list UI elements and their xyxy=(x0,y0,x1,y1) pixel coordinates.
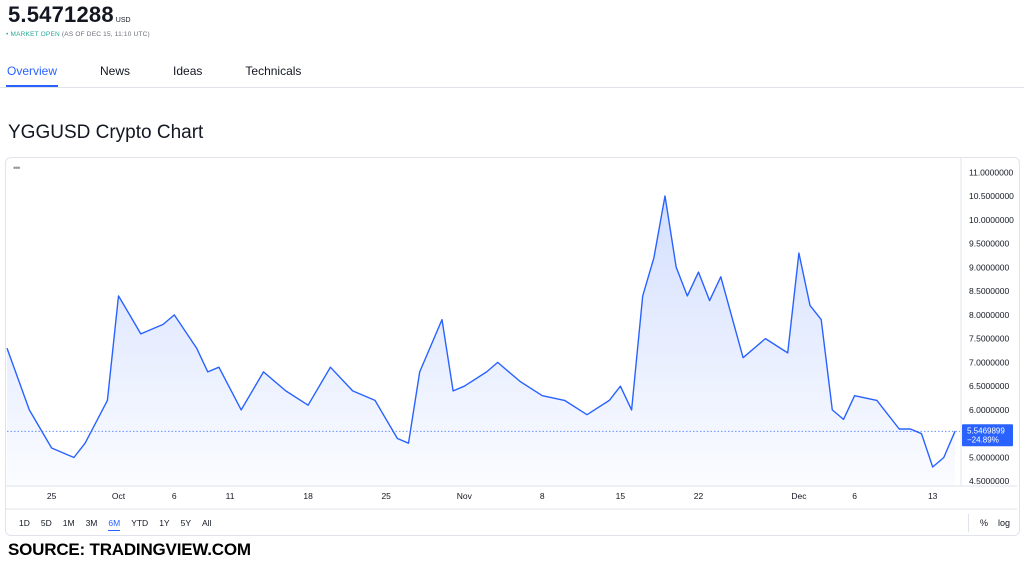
price-series-line xyxy=(6,195,956,468)
y-tick-label: 10.0000000 xyxy=(969,215,1014,225)
range-all-button[interactable]: All xyxy=(202,518,212,528)
price-value: 5.5471288 xyxy=(8,2,114,27)
x-tick-label: 22 xyxy=(694,491,704,501)
tab-news[interactable]: News xyxy=(100,64,131,78)
range-ytd-button[interactable]: YTD xyxy=(131,518,149,528)
range-selector: 1D 5D 1M 3M 6M YTD 1Y 5Y All xyxy=(19,518,222,531)
price-area-fill xyxy=(7,196,955,486)
source-caption: SOURCE: TRADINGVIEW.COM xyxy=(8,540,251,559)
tab-ideas[interactable]: Ideas xyxy=(173,64,203,78)
x-tick-label: 11 xyxy=(226,491,235,501)
y-tick-label: 7.0000000 xyxy=(969,357,1009,367)
y-tick-label: 9.5000000 xyxy=(969,239,1009,249)
y-tick-label: 6.0000000 xyxy=(969,405,1009,415)
change-percent-label: −24.89% xyxy=(967,435,999,444)
percent-scale-button[interactable]: % xyxy=(980,518,989,528)
x-tick-label: 25 xyxy=(381,491,391,501)
last-price-badge xyxy=(962,424,1013,447)
scale-options-divider xyxy=(968,514,969,532)
scale-options: % log xyxy=(980,518,1020,528)
market-status-line: • MARKET OPEN (AS OF DEC 15, 11:10 UTC) xyxy=(6,31,150,38)
y-tick-label: 7.5000000 xyxy=(969,334,1009,344)
price-header: 5.5471288 USD xyxy=(8,2,131,28)
x-tick-label: Dec xyxy=(791,491,807,501)
x-tick-label: 6 xyxy=(172,491,177,501)
chart-container xyxy=(5,157,1020,536)
y-tick-label: 6.5000000 xyxy=(969,381,1009,391)
x-tick-label: Nov xyxy=(457,491,473,501)
range-6m-button[interactable]: 6M xyxy=(108,518,121,531)
tab-technicals[interactable]: Technicals xyxy=(245,64,302,78)
x-tick-label: 18 xyxy=(303,491,313,501)
tab-divider xyxy=(0,87,1024,88)
x-tick-label: 13 xyxy=(928,491,938,501)
x-tick-label: 8 xyxy=(540,491,545,501)
x-tick-label: 6 xyxy=(852,491,857,501)
range-5d-button[interactable]: 5D xyxy=(40,518,52,528)
tab-overview[interactable]: Overview xyxy=(5,64,59,87)
y-tick-label: 4.5000000 xyxy=(969,476,1009,486)
currency-label: USD xyxy=(115,17,131,24)
range-1m-button[interactable]: 1M xyxy=(62,518,75,528)
status-dot-icon: • xyxy=(6,31,9,38)
x-tick-label: Oct xyxy=(112,491,126,501)
tab-bar: Overview News Ideas Technicals xyxy=(5,64,344,87)
as-of-timestamp: (AS OF DEC 15, 11:10 UTC) xyxy=(61,31,150,38)
y-tick-label: 8.5000000 xyxy=(969,286,1009,296)
market-status: MARKET OPEN xyxy=(10,31,60,38)
x-tick-label: 25 xyxy=(47,491,57,501)
chart-menu-dots-icon[interactable]: ••• xyxy=(13,163,21,173)
y-tick-label: 10.5000000 xyxy=(969,191,1014,201)
range-5y-button[interactable]: 5Y xyxy=(180,518,191,528)
x-tick-label: 15 xyxy=(616,491,626,501)
y-tick-label: 8.0000000 xyxy=(969,310,1009,320)
chart-title: YGGUSD Crypto Chart xyxy=(8,122,204,143)
range-3m-button[interactable]: 3M xyxy=(85,518,98,528)
y-tick-label: 11.0000000 xyxy=(969,167,1014,177)
range-1y-button[interactable]: 1Y xyxy=(159,518,170,528)
log-scale-button[interactable]: log xyxy=(998,518,1011,528)
last-price-label: 5.5469899 xyxy=(967,426,1005,435)
y-tick-label: 5.0000000 xyxy=(969,453,1009,463)
y-tick-label: 9.0000000 xyxy=(969,262,1009,272)
range-1d-button[interactable]: 1D xyxy=(19,518,30,528)
